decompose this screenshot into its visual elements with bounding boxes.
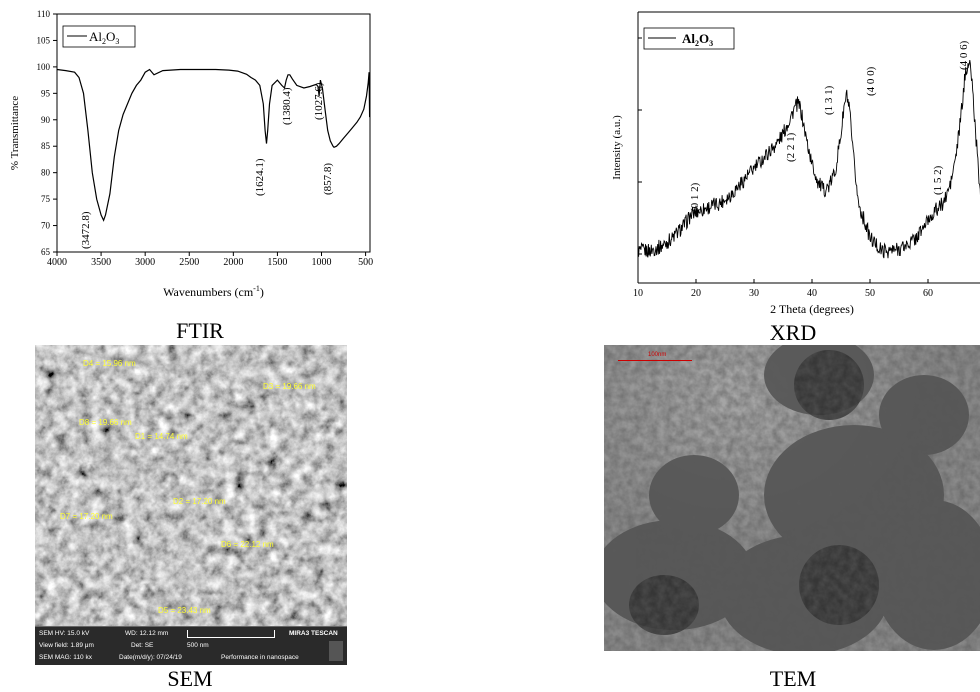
- sem-measure-d4: D4 = 15.96 nm: [83, 359, 136, 368]
- sem-measure-d8: D8 = 19.66 nm: [79, 418, 132, 427]
- xrd-xtick-label: 50: [865, 288, 875, 299]
- ftir-xtick-label: 1000: [312, 257, 332, 268]
- sem-brand: MIRA3 TESCAN: [289, 630, 338, 637]
- xrd-hkl-annotation: (4 0 6): [958, 40, 970, 70]
- xrd-panel: 1020304050607Al2O3(0 1 2)(2 2 1)(1 3 1)(…: [596, 0, 980, 320]
- ftir-ytick-label: 70: [41, 221, 51, 231]
- sem-wd: WD: 12.12 mm: [125, 630, 168, 637]
- sem-date: Date(m/d/y): 07/24/19: [119, 654, 182, 661]
- ftir-ytick-label: 75: [41, 194, 51, 204]
- ftir-xtick-label: 1500: [267, 257, 287, 268]
- sem-measure-d6: D6 = 22.12 nm: [221, 540, 274, 549]
- xrd-series-line: [638, 60, 980, 258]
- xrd-hkl-annotation: (0 1 2): [689, 182, 701, 212]
- ftir-xtick-label: 2000: [223, 257, 243, 268]
- ftir-peak-annotation: (3472.8): [80, 211, 92, 249]
- ftir-xtick-label: 3000: [135, 257, 155, 268]
- xrd-hkl-annotation: (1 3 1): [823, 85, 835, 115]
- xrd-xlabel: 2 Theta (degrees): [770, 302, 854, 316]
- ftir-caption: FTIR: [170, 318, 230, 344]
- ftir-ytick-label: 90: [41, 115, 51, 125]
- ftir-peak-annotation: (1027.6): [313, 82, 325, 120]
- tem-image: 100nm: [604, 345, 980, 651]
- sem-measure-d5: D5 = 23.43 nm: [158, 606, 211, 615]
- xrd-caption: XRD: [763, 320, 823, 346]
- xrd-xtick-label: 40: [807, 288, 817, 299]
- ftir-ytick-label: 65: [41, 247, 51, 257]
- sem-measure-d7: D7 = 17.20 nm: [60, 512, 113, 521]
- ftir-plot-frame: [57, 14, 370, 252]
- tem-texture: [604, 345, 980, 651]
- ftir-ytick-label: 85: [41, 141, 51, 151]
- sem-view-field: View field: 1.89 μm: [39, 642, 94, 649]
- sem-mag: SEM MAG: 110 kx: [39, 654, 92, 661]
- sem-image: D4 = 15.96 nm D3 = 19.66 nm D8 = 19.66 n…: [35, 345, 347, 665]
- ftir-ytick-label: 95: [41, 88, 51, 98]
- ftir-panel: 65 70 75 80 85 90 95 100 105 110 4000 3500 3000 2500 2…: [0, 0, 380, 310]
- ftir-ytick-label: 105: [37, 35, 51, 45]
- xrd-ylabel: Intensity (a.u.): [611, 115, 623, 180]
- ftir-peak-annotation: (1380.4): [281, 87, 293, 125]
- sem-measure-d2: D2 = 17.20 nm: [173, 497, 226, 506]
- ftir-xtick-label: 2500: [179, 257, 199, 268]
- xrd-xtick-label: 60: [923, 288, 933, 299]
- ftir-ytick-label: 100: [37, 62, 51, 72]
- xrd-xtick-label: 30: [749, 288, 759, 299]
- sem-scale-ruler: [187, 630, 275, 638]
- sem-measure-d1: D1 = 14.74 nm: [135, 432, 188, 441]
- sem-info-bar: SEM HV: 15.0 kV WD: 12.12 mm MIRA3 TESCA…: [35, 626, 347, 665]
- tem-scale-label: 100nm: [648, 352, 666, 358]
- ftir-ylabel: % Transmittance: [9, 96, 21, 170]
- xrd-hkl-annotation: (2 2 1): [785, 132, 797, 162]
- ftir-chart: 65 70 75 80 85 90 95 100 105 110 4000 3500 3000 2500 2…: [0, 0, 380, 310]
- sem-tagline: Performance in nanospace: [221, 654, 299, 661]
- sem-scale: 500 nm: [187, 642, 209, 649]
- ftir-xtick-label: 3500: [91, 257, 111, 268]
- xrd-hkl-annotation: (1 5 2): [932, 165, 944, 195]
- ftir-xtick-label: 500: [358, 257, 373, 268]
- tem-scale-bar: [618, 360, 692, 364]
- sem-logo-icon: [329, 641, 343, 661]
- ftir-xtick-label: 4000: [47, 257, 67, 268]
- xrd-xtick-label: 20: [691, 288, 701, 299]
- ftir-peak-annotation: (857.8): [322, 163, 334, 195]
- ftir-peak-annotation: (1624.1): [254, 158, 266, 196]
- sem-caption: SEM: [160, 666, 220, 692]
- xrd-hkl-annotation: (4 0 0): [865, 66, 877, 96]
- xrd-xtick-label: 10: [633, 288, 643, 299]
- sem-hv: SEM HV: 15.0 kV: [39, 630, 89, 637]
- xrd-chart: 1020304050607Al2O3(0 1 2)(2 2 1)(1 3 1)(…: [596, 0, 980, 320]
- sem-measure-d3: D3 = 19.66 nm: [263, 382, 316, 391]
- ftir-ytick-label: 110: [37, 9, 51, 19]
- tem-caption: TEM: [763, 666, 823, 692]
- ftir-xlabel: Wavenumbers (cm-1): [163, 284, 264, 299]
- ftir-ytick-label: 80: [41, 168, 51, 178]
- sem-det: Det: SE: [131, 642, 153, 649]
